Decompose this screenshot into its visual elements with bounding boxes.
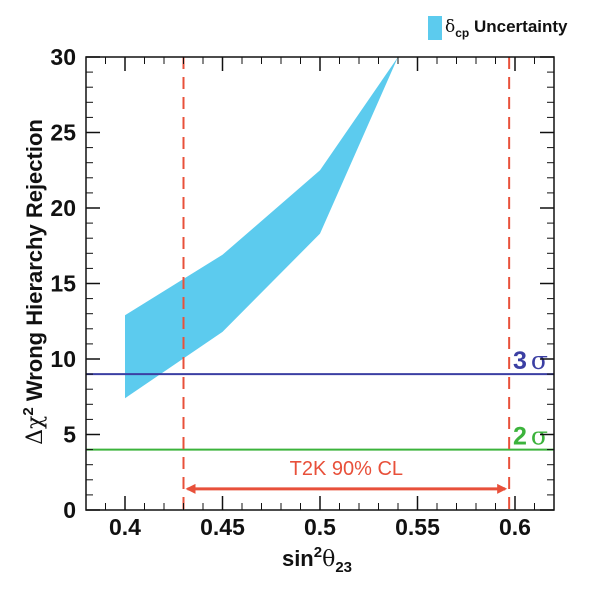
y-tick-label: 10 — [50, 346, 76, 372]
x-tick-label: 0.6 — [499, 514, 531, 540]
y-tick-label: 30 — [50, 44, 76, 70]
y-tick-label: 20 — [50, 195, 76, 221]
legend: δcp Uncertainty — [428, 16, 568, 40]
y-tick-label: 15 — [50, 271, 76, 297]
y-tick-label: 0 — [63, 497, 76, 523]
x-axis: 0.4 0.45 0.5 0.55 0.6 — [85, 57, 555, 540]
y-tick-label: 5 — [63, 422, 76, 448]
x-tick-label: 0.4 — [109, 514, 141, 540]
plot-area — [86, 57, 554, 510]
y-tick-label: 25 — [50, 120, 76, 146]
y-axis: 0 5 10 15 20 25 30 — [50, 44, 554, 523]
legend-swatch — [428, 16, 442, 40]
x-tick-label: 0.5 — [304, 514, 336, 540]
legend-label: δcp Uncertainty — [445, 17, 568, 40]
plot-frame — [85, 56, 555, 511]
x-tick-label: 0.45 — [200, 514, 245, 540]
y-axis-title: Δχ2 Wrong Hierarchy Rejection — [20, 119, 48, 445]
x-tick-label: 0.55 — [395, 514, 440, 540]
x-axis-title: sin2θ23 — [282, 544, 352, 576]
uncertainty-band — [125, 57, 398, 399]
cl-annotation: T2K 90% CL — [290, 458, 403, 480]
